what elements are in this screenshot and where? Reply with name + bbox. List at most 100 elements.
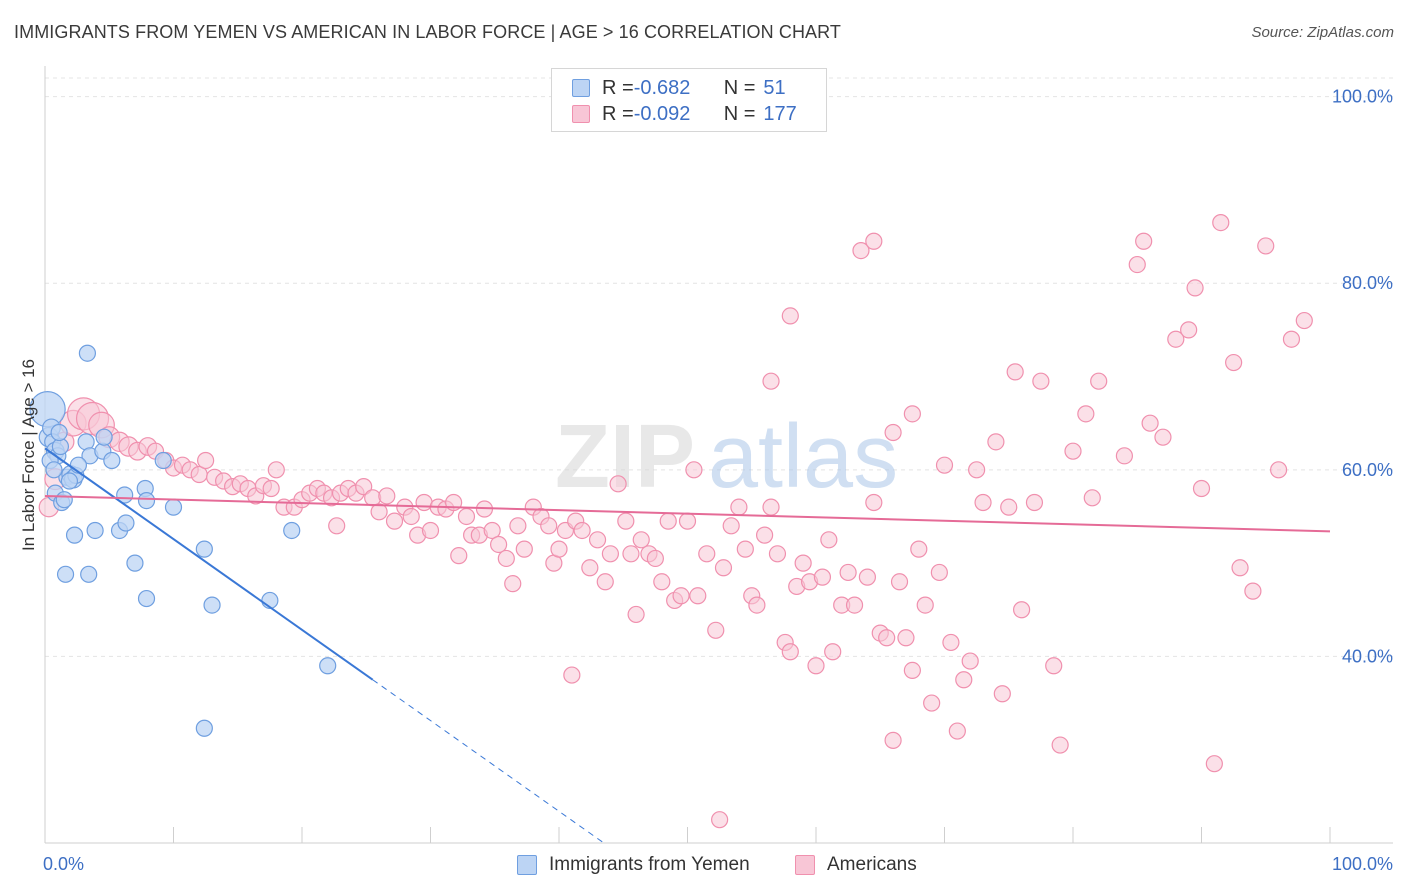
legend-n-label: N = (723, 76, 756, 99)
americans-point (497, 549, 515, 568)
americans-point (573, 521, 591, 540)
yemen-point (126, 554, 144, 572)
americans-point (457, 507, 476, 526)
americans-point (820, 531, 838, 549)
americans-point (588, 531, 607, 549)
yemen-point (203, 596, 221, 614)
americans-point (1186, 279, 1204, 297)
americans-point (897, 629, 915, 647)
yemen-point (137, 492, 156, 510)
americans-point (910, 540, 928, 558)
americans-point (1212, 214, 1230, 232)
yemen-point (154, 451, 172, 470)
legend-swatch-americans (572, 105, 590, 123)
legend-label-americans: Americans (827, 854, 917, 875)
americans-point (378, 487, 396, 505)
americans-point (1128, 255, 1146, 274)
x-tick-label-min: 0.0% (43, 854, 84, 874)
americans-point (267, 461, 285, 479)
yemen-point (45, 461, 63, 479)
americans-point (890, 573, 909, 591)
yemen-point (195, 540, 213, 558)
yemen-point (86, 521, 104, 540)
americans-points (38, 214, 1313, 829)
legend-item-yemen[interactable]: Immigrants from Yemen (517, 852, 750, 878)
y-tick-labels: 40.0% 60.0% 80.0% 100.0% (1332, 87, 1393, 667)
yemen-trend-line (44, 447, 374, 681)
americans-point (385, 512, 404, 530)
americans-point (601, 545, 620, 563)
americans-point (813, 568, 832, 586)
americans-point (581, 559, 599, 577)
americans-point (609, 475, 627, 493)
legend-item-americans[interactable]: Americans (795, 852, 917, 878)
americans-point (987, 433, 1005, 451)
yemen-point (137, 589, 156, 608)
americans-point (722, 517, 740, 535)
americans-point (1083, 489, 1101, 507)
americans-point (617, 512, 635, 530)
y-tick-label: 80.0% (1342, 273, 1393, 293)
americans-point (370, 503, 388, 521)
americans-point (622, 545, 640, 563)
yemen-point (78, 344, 97, 362)
americans-point (1154, 428, 1172, 446)
source-label: Source: ZipAtlas.com (1251, 24, 1394, 41)
americans-point (402, 507, 420, 526)
americans-point (845, 596, 864, 614)
americans-point (1012, 601, 1031, 619)
americans-point (672, 587, 690, 605)
americans-point (762, 372, 780, 390)
americans-point (781, 307, 799, 325)
americans-trend-line (44, 494, 1331, 533)
legend-swatch-yemen (517, 855, 537, 875)
americans-point (748, 596, 766, 614)
yemen-point (283, 521, 301, 540)
americans-point (1141, 414, 1159, 432)
yemen-point (95, 428, 113, 446)
legend-swatch-americans (795, 855, 815, 875)
americans-point (632, 531, 650, 549)
yemen-point (103, 451, 121, 470)
trend-lines (44, 447, 1331, 844)
americans-point (955, 671, 973, 689)
americans-point (807, 657, 825, 675)
americans-point (653, 573, 671, 591)
americans-point (1244, 582, 1262, 600)
americans-point (659, 512, 677, 530)
watermark-atlas: atlas (708, 407, 898, 507)
americans-point (1025, 493, 1044, 512)
watermark: ZIP atlas (555, 407, 898, 507)
watermark-zip: ZIP (555, 407, 695, 507)
americans-point (711, 811, 729, 829)
legend-r-label: R = (602, 102, 634, 125)
americans-point (509, 517, 527, 535)
americans-point (942, 633, 960, 652)
yemen-point (65, 526, 84, 544)
legend-n-label: N = (723, 102, 756, 125)
americans-point (1231, 559, 1249, 577)
americans-point (884, 731, 902, 749)
americans-point (839, 563, 857, 582)
yemen-point (164, 498, 183, 516)
americans-point (1192, 479, 1211, 498)
chart-title: IMMIGRANTS FROM YEMEN VS AMERICAN IN LAB… (14, 22, 842, 42)
legend-r-value: -0.682 (633, 76, 691, 99)
americans-point (1282, 330, 1301, 348)
americans-point (736, 540, 754, 558)
americans-point (646, 549, 664, 568)
americans-point (1032, 372, 1050, 390)
americans-point (689, 587, 707, 605)
americans-point (865, 493, 883, 512)
americans-point (1167, 330, 1185, 348)
americans-point (865, 232, 883, 250)
americans-point (1045, 657, 1063, 675)
legend-swatch-yemen (572, 79, 590, 97)
americans-point (685, 461, 703, 479)
americans-point (974, 493, 992, 512)
americans-point (483, 521, 501, 540)
americans-point (563, 666, 581, 684)
americans-point (328, 517, 346, 535)
americans-point (923, 694, 941, 712)
legend-n-value: 51 (763, 76, 786, 99)
